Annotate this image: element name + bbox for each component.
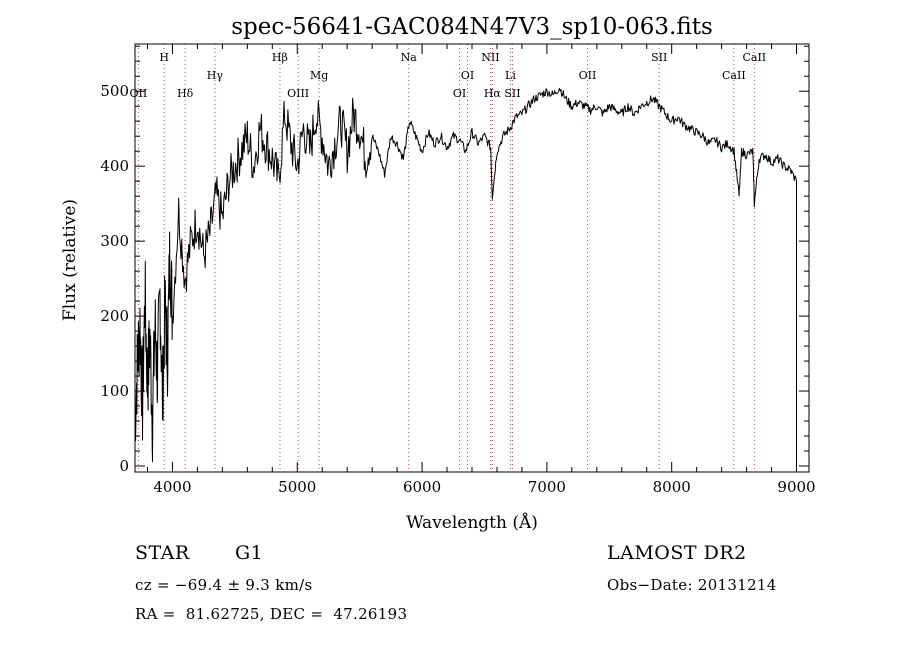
axis-ticks: 4000 5000 6000 7000 8000 9000 0 100 200 300 400 500 bbox=[100, 44, 816, 496]
object-class: STAR bbox=[135, 542, 190, 564]
line-marker-label: NII bbox=[481, 51, 499, 64]
y-tick-label: 400 bbox=[100, 157, 129, 175]
x-tick-label: 4000 bbox=[153, 478, 191, 496]
line-marker-label: OI bbox=[453, 87, 466, 100]
y-tick-label: 300 bbox=[100, 232, 129, 250]
line-marker-label: OI bbox=[461, 69, 474, 82]
line-marker-label: SII bbox=[504, 87, 520, 100]
x-tick-label: 8000 bbox=[653, 478, 691, 496]
ra-dec-text: RA = 81.62725, DEC = 47.26193 bbox=[135, 605, 408, 623]
x-tick-label: 9000 bbox=[777, 478, 815, 496]
line-marker-label: Li bbox=[505, 69, 516, 82]
x-tick-label: 6000 bbox=[403, 478, 441, 496]
y-tick-label: 500 bbox=[100, 82, 129, 100]
line-marker-label: Mg bbox=[310, 69, 328, 82]
line-marker-label: Na bbox=[401, 51, 418, 64]
line-marker-label: SII bbox=[651, 51, 667, 64]
line-marker-label: OII bbox=[579, 69, 597, 82]
x-tick-label: 5000 bbox=[278, 478, 316, 496]
line-marker-label: Hδ bbox=[177, 87, 194, 100]
y-axis-label: Flux (relative) bbox=[60, 199, 80, 321]
line-marker-label: OII bbox=[130, 87, 148, 100]
x-tick-label: 7000 bbox=[528, 478, 566, 496]
spectrum-line-0 bbox=[134, 87, 797, 466]
chart-title: spec-56641-GAC084N47V3_sp10-063.fits bbox=[231, 14, 713, 40]
survey-label: LAMOST DR2 bbox=[607, 542, 747, 564]
line-marker-label: Hγ bbox=[207, 69, 224, 82]
plot-frame bbox=[134, 43, 810, 473]
line-marker-label: CaII bbox=[742, 51, 766, 64]
y-tick-label: 100 bbox=[100, 382, 129, 400]
y-tick-label: 200 bbox=[100, 307, 129, 325]
obs-date-text: Obs−Date: 20131214 bbox=[607, 576, 777, 594]
redshift-text: cz = −69.4 ± 9.3 km/s bbox=[135, 576, 313, 594]
line-marker-label: H bbox=[159, 51, 169, 64]
y-tick-label: 0 bbox=[119, 457, 129, 475]
object-subclass: G1 bbox=[235, 542, 264, 564]
spectrum-series bbox=[134, 87, 797, 466]
line-marker-label: Hβ bbox=[272, 51, 288, 64]
line-marker-label: CaII bbox=[722, 69, 746, 82]
line-marker-label: OIII bbox=[287, 87, 309, 100]
line-marker-label: Hα bbox=[484, 87, 502, 100]
x-axis-label: Wavelength (Å) bbox=[406, 512, 538, 533]
